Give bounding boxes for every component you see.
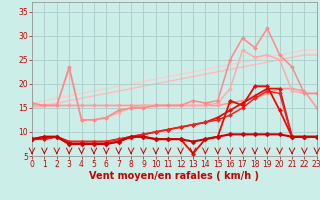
X-axis label: Vent moyen/en rafales ( km/h ): Vent moyen/en rafales ( km/h ) [89,171,260,181]
